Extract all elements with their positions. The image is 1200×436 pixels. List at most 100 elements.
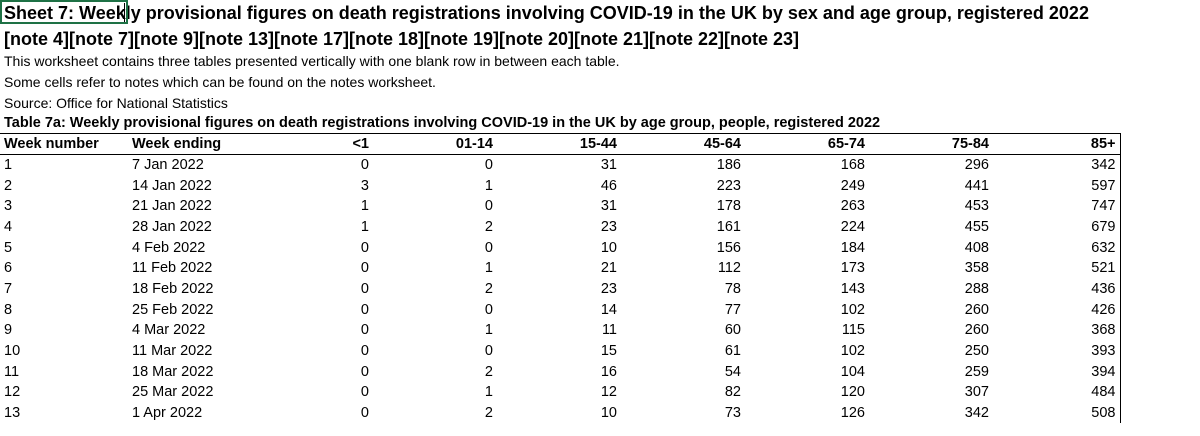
cell-age-65-74[interactable]: 115: [841, 322, 865, 339]
cell-age-75-84[interactable]: 260: [964, 301, 989, 318]
cell-age-under-1[interactable]: 0: [360, 405, 369, 422]
cell-age-75-84[interactable]: 342: [964, 405, 989, 422]
cell-week-ending[interactable]: 7 Jan 2022: [132, 157, 204, 174]
cell-age-85-plus[interactable]: 436: [993, 278, 1121, 300]
cell-age-01-14[interactable]: 1: [484, 260, 493, 277]
cell-age-65-74[interactable]: 102: [840, 301, 865, 318]
cell-age-under-1[interactable]: 1: [360, 218, 369, 235]
header-age-01-14[interactable]: 01-14: [373, 133, 497, 155]
info-cell-structure[interactable]: This worksheet contains three tables pre…: [4, 53, 620, 69]
cell-age-75-84[interactable]: 260: [964, 322, 989, 339]
cell-age-45-64[interactable]: 54: [724, 363, 741, 380]
cell-week-ending[interactable]: 4 Mar 2022: [132, 322, 206, 339]
cell-age-45-64[interactable]: 112: [717, 260, 741, 277]
cell-age-15-44[interactable]: 46: [600, 177, 617, 194]
cell-age-under-1[interactable]: 0: [360, 157, 369, 174]
cell-age-15-44[interactable]: 21: [600, 260, 617, 277]
header-week-ending[interactable]: Week ending: [128, 133, 256, 155]
cell-age-01-14[interactable]: 1: [484, 177, 493, 194]
cell-age-45-64[interactable]: 223: [716, 177, 741, 194]
cell-week-number[interactable]: 7: [4, 280, 13, 297]
cell-week-ending[interactable]: 11 Mar 2022: [132, 343, 213, 360]
cell-age-under-1[interactable]: 0: [360, 260, 369, 277]
cell-age-15-44[interactable]: 10: [600, 239, 617, 256]
cell-week-number[interactable]: 5: [4, 239, 13, 256]
cell-age-75-84[interactable]: 455: [964, 218, 989, 235]
cell-week-number[interactable]: 11: [4, 363, 20, 380]
cell-age-65-74[interactable]: 173: [840, 260, 865, 277]
cell-week-number[interactable]: 6: [4, 260, 13, 277]
cell-age-65-74[interactable]: 263: [840, 198, 865, 215]
cell-age-65-74[interactable]: 120: [840, 384, 865, 401]
cell-age-01-14[interactable]: 2: [484, 280, 493, 297]
cell-age-85-plus[interactable]: 508: [993, 402, 1121, 424]
cell-age-45-64[interactable]: 77: [724, 301, 741, 318]
header-age-85-plus[interactable]: 85+: [993, 133, 1121, 155]
cell-week-number[interactable]: 3: [4, 198, 13, 215]
header-age-15-44[interactable]: 15-44: [497, 133, 621, 155]
cell-age-85-plus[interactable]: 632: [993, 237, 1121, 258]
cell-age-75-84[interactable]: 453: [964, 198, 989, 215]
header-age-75-84[interactable]: 75-84: [869, 133, 993, 155]
cell-age-45-64[interactable]: 186: [716, 157, 741, 174]
cell-week-number[interactable]: 12: [4, 384, 21, 401]
cell-age-under-1[interactable]: 0: [360, 384, 369, 401]
cell-age-45-64[interactable]: 61: [724, 343, 741, 360]
cell-age-45-64[interactable]: 73: [724, 405, 741, 422]
cell-age-65-74[interactable]: 184: [840, 239, 865, 256]
cell-week-number[interactable]: 10: [4, 343, 21, 360]
cell-age-75-84[interactable]: 408: [964, 239, 989, 256]
cell-week-ending[interactable]: 28 Jan 2022: [132, 218, 212, 235]
cell-week-number[interactable]: 4: [4, 218, 13, 235]
cell-age-01-14[interactable]: 0: [484, 198, 493, 215]
cell-age-75-84[interactable]: 441: [964, 177, 989, 194]
cell-age-01-14[interactable]: 1: [484, 384, 493, 401]
cell-week-ending[interactable]: 25 Mar 2022: [132, 384, 214, 401]
cell-age-75-84[interactable]: 307: [964, 384, 989, 401]
cell-age-01-14[interactable]: 0: [484, 157, 493, 174]
cell-week-ending[interactable]: 14 Jan 2022: [132, 177, 212, 194]
cell-age-65-74[interactable]: 249: [840, 177, 865, 194]
cell-age-65-74[interactable]: 143: [840, 280, 865, 297]
cell-age-75-84[interactable]: 296: [964, 157, 989, 174]
cell-age-15-44[interactable]: 12: [600, 384, 617, 401]
cell-age-15-44[interactable]: 23: [600, 280, 617, 297]
cell-week-ending[interactable]: 25 Feb 2022: [132, 301, 214, 318]
cell-age-01-14[interactable]: 2: [484, 405, 493, 422]
info-cell-notes[interactable]: Some cells refer to notes which can be f…: [4, 74, 436, 90]
cell-age-85-plus[interactable]: 342: [993, 154, 1121, 176]
cell-age-85-plus[interactable]: 426: [993, 299, 1121, 320]
cell-age-under-1[interactable]: 0: [360, 239, 369, 256]
cell-age-under-1[interactable]: 0: [360, 301, 369, 318]
cell-week-number[interactable]: 9: [4, 322, 13, 339]
cell-age-65-74[interactable]: 168: [840, 157, 865, 174]
cell-week-ending[interactable]: 4 Feb 2022: [132, 239, 206, 256]
cell-age-under-1[interactable]: 1: [360, 198, 369, 215]
cell-age-45-64[interactable]: 178: [716, 198, 741, 215]
sheet-notes-cell[interactable]: [note 4][note 7][note 9][note 13][note 1…: [4, 29, 800, 49]
cell-age-75-84[interactable]: 358: [964, 260, 989, 277]
cell-age-85-plus[interactable]: 597: [993, 175, 1121, 196]
cell-week-number[interactable]: 2: [4, 177, 13, 194]
cell-week-number[interactable]: 13: [4, 405, 21, 422]
cell-age-under-1[interactable]: 0: [360, 343, 369, 360]
cell-age-01-14[interactable]: 0: [484, 343, 493, 360]
cell-age-15-44[interactable]: 31: [600, 198, 617, 215]
cell-age-15-44[interactable]: 23: [600, 218, 617, 235]
cell-week-ending[interactable]: 18 Mar 2022: [132, 363, 214, 380]
table-title-cell[interactable]: Table 7a: Weekly provisional figures on …: [4, 115, 881, 131]
cell-age-65-74[interactable]: 104: [840, 363, 865, 380]
cell-age-15-44[interactable]: 10: [600, 405, 617, 422]
header-week-number[interactable]: Week number: [0, 133, 128, 155]
cell-age-01-14[interactable]: 1: [484, 322, 493, 339]
cell-week-number[interactable]: 8: [4, 301, 13, 318]
cell-week-ending[interactable]: 1 Apr 2022: [132, 405, 203, 422]
cell-age-85-plus[interactable]: 484: [993, 382, 1121, 403]
cell-age-15-44[interactable]: 14: [600, 301, 617, 318]
cell-age-01-14[interactable]: 2: [484, 218, 493, 235]
cell-week-ending[interactable]: 18 Feb 2022: [132, 280, 214, 297]
cell-age-01-14[interactable]: 0: [484, 301, 493, 318]
cell-week-ending[interactable]: 21 Jan 2022: [132, 198, 212, 215]
cell-age-15-44[interactable]: 31: [600, 157, 617, 174]
active-cell-selection[interactable]: [0, 0, 128, 24]
